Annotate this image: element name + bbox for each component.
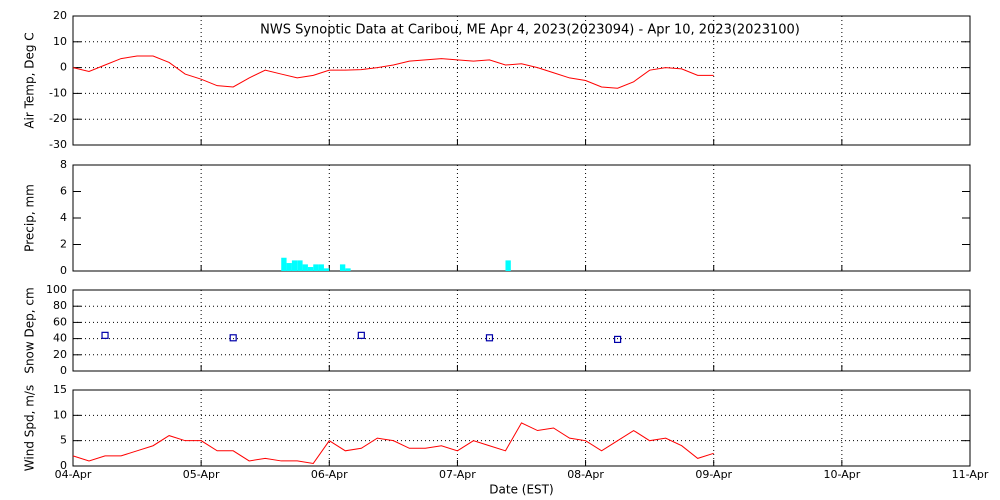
y-axis-label: Wind Spd, m/s: [23, 385, 37, 471]
y-tick-label: 0: [60, 61, 67, 74]
data-line: [72, 422, 714, 465]
y-tick-label: 100: [46, 283, 67, 296]
data-line: [72, 55, 714, 89]
y-tick-label: 10: [53, 35, 67, 48]
y-tick-label: 0: [60, 264, 67, 277]
snow-point: [614, 335, 622, 344]
precip-bar: [339, 264, 346, 271]
precip-bar: [281, 257, 287, 271]
y-tick-label: 20: [53, 9, 67, 22]
y-axis-label: Air Temp, Deg C: [23, 32, 37, 128]
x-tick-label: 07-Apr: [439, 468, 476, 481]
precip-bar: [297, 260, 303, 271]
x-tick-label: 10-Apr: [823, 468, 860, 481]
precip-bar: [313, 264, 319, 271]
x-axis-label: Date (EST): [489, 483, 553, 497]
precip-bar: [286, 263, 292, 271]
y-tick-label: 6: [60, 185, 67, 198]
y-tick-label: 15: [53, 383, 67, 396]
x-tick-label: 11-Apr: [952, 468, 989, 481]
y-tick-label: 20: [53, 348, 67, 361]
x-tick-label: 06-Apr: [311, 468, 348, 481]
snow-point: [229, 334, 237, 342]
y-tick-label: 8: [60, 158, 67, 171]
y-tick-label: 2: [60, 238, 67, 251]
precip-bar: [323, 268, 330, 271]
y-tick-label: 5: [60, 434, 67, 447]
snow-point: [357, 331, 365, 339]
y-axis-label: Snow Dep, cm: [23, 287, 37, 373]
plot-frame: [72, 389, 971, 467]
y-tick-label: 80: [53, 299, 67, 312]
y-tick-label: 60: [53, 315, 67, 328]
snow-point: [485, 334, 494, 342]
y-tick-label: 40: [53, 332, 67, 345]
x-tick-label: 04-Apr: [55, 468, 92, 481]
precip-bar: [318, 264, 324, 271]
y-tick-label: 10: [53, 408, 67, 421]
x-tick-label: 09-Apr: [695, 468, 732, 481]
x-tick-label: 08-Apr: [567, 468, 604, 481]
precip-bar: [291, 260, 298, 271]
precip-bar: [505, 260, 511, 271]
plot-frame: [72, 289, 971, 372]
y-tick-label: 0: [60, 459, 67, 472]
y-tick-label: -20: [49, 112, 67, 125]
precip-bar: [345, 268, 351, 271]
y-tick-label: 0: [60, 364, 67, 377]
y-tick-label: -10: [49, 86, 67, 99]
plot-frame: [72, 15, 971, 146]
y-axis-label: Precip, mm: [23, 184, 37, 252]
y-tick-label: -30: [49, 138, 67, 151]
y-tick-label: 4: [60, 211, 67, 224]
precip-bar: [302, 264, 308, 271]
precip-bar: [307, 267, 314, 271]
plot-frame: [72, 164, 971, 272]
x-tick-label: 05-Apr: [183, 468, 220, 481]
snow-point: [101, 331, 109, 339]
chart-title: NWS Synoptic Data at Caribou, ME Apr 4, …: [260, 23, 800, 38]
